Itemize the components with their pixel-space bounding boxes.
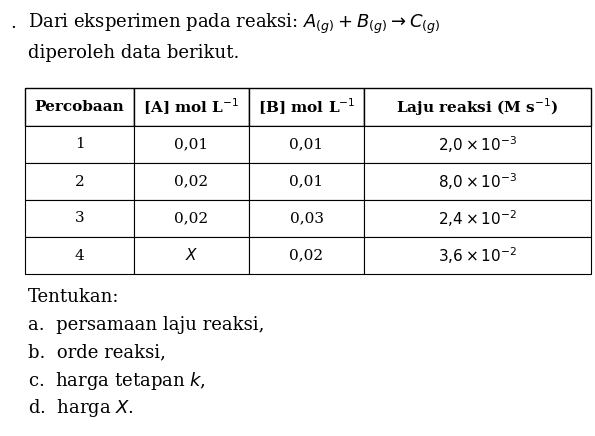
Text: 0,03: 0,03 — [290, 211, 324, 225]
Text: 0,01: 0,01 — [174, 137, 209, 151]
Bar — [364, 237, 591, 274]
Bar — [25, 126, 134, 163]
Text: a.  persamaan laju reaksi,: a. persamaan laju reaksi, — [28, 316, 264, 334]
Text: 2: 2 — [74, 174, 84, 188]
Text: 0,01: 0,01 — [289, 174, 324, 188]
Bar — [134, 163, 249, 200]
Text: 0,02: 0,02 — [174, 211, 209, 225]
Bar — [134, 126, 249, 163]
Text: 4: 4 — [74, 249, 84, 262]
Bar — [364, 163, 591, 200]
Text: .: . — [10, 14, 16, 32]
Text: Dari eksperimen pada reaksi: $A_{(g)} + B_{(g)} \rightarrow C_{(g)}$: Dari eksperimen pada reaksi: $A_{(g)} + … — [28, 12, 440, 36]
Text: 3: 3 — [75, 211, 84, 225]
Text: $3{,}6 \times 10^{-2}$: $3{,}6 \times 10^{-2}$ — [438, 245, 517, 266]
Bar — [364, 88, 591, 126]
Bar — [25, 237, 134, 274]
Bar — [25, 163, 134, 200]
Bar — [25, 88, 134, 126]
Text: 1: 1 — [74, 137, 84, 151]
Text: d.  harga $X$.: d. harga $X$. — [28, 397, 134, 419]
Text: $8{,}0 \times 10^{-3}$: $8{,}0 \times 10^{-3}$ — [438, 171, 517, 192]
Bar — [364, 126, 591, 163]
Text: $X$: $X$ — [185, 248, 198, 263]
Bar — [25, 200, 134, 237]
Bar — [249, 237, 364, 274]
Text: 0,02: 0,02 — [289, 249, 324, 262]
Text: 0,02: 0,02 — [174, 174, 209, 188]
Bar — [364, 200, 591, 237]
Text: 0,01: 0,01 — [289, 137, 324, 151]
Text: c.  harga tetapan $k$,: c. harga tetapan $k$, — [28, 370, 206, 392]
Text: [B] mol L$^{-1}$: [B] mol L$^{-1}$ — [258, 97, 355, 117]
Text: $2{,}4 \times 10^{-2}$: $2{,}4 \times 10^{-2}$ — [438, 208, 517, 229]
Bar — [134, 88, 249, 126]
Bar — [134, 237, 249, 274]
Text: Percobaan: Percobaan — [35, 100, 124, 114]
Bar — [249, 88, 364, 126]
Bar — [249, 126, 364, 163]
Text: $2{,}0 \times 10^{-3}$: $2{,}0 \times 10^{-3}$ — [438, 134, 517, 155]
Bar — [249, 163, 364, 200]
Text: Tentukan:: Tentukan: — [28, 288, 120, 306]
Text: [A] mol L$^{-1}$: [A] mol L$^{-1}$ — [143, 97, 240, 117]
Bar — [249, 200, 364, 237]
Text: diperoleh data berikut.: diperoleh data berikut. — [28, 44, 239, 62]
Text: b.  orde reaksi,: b. orde reaksi, — [28, 343, 166, 361]
Bar — [134, 200, 249, 237]
Text: Laju reaksi (M s$^{-1}$): Laju reaksi (M s$^{-1}$) — [396, 96, 559, 118]
